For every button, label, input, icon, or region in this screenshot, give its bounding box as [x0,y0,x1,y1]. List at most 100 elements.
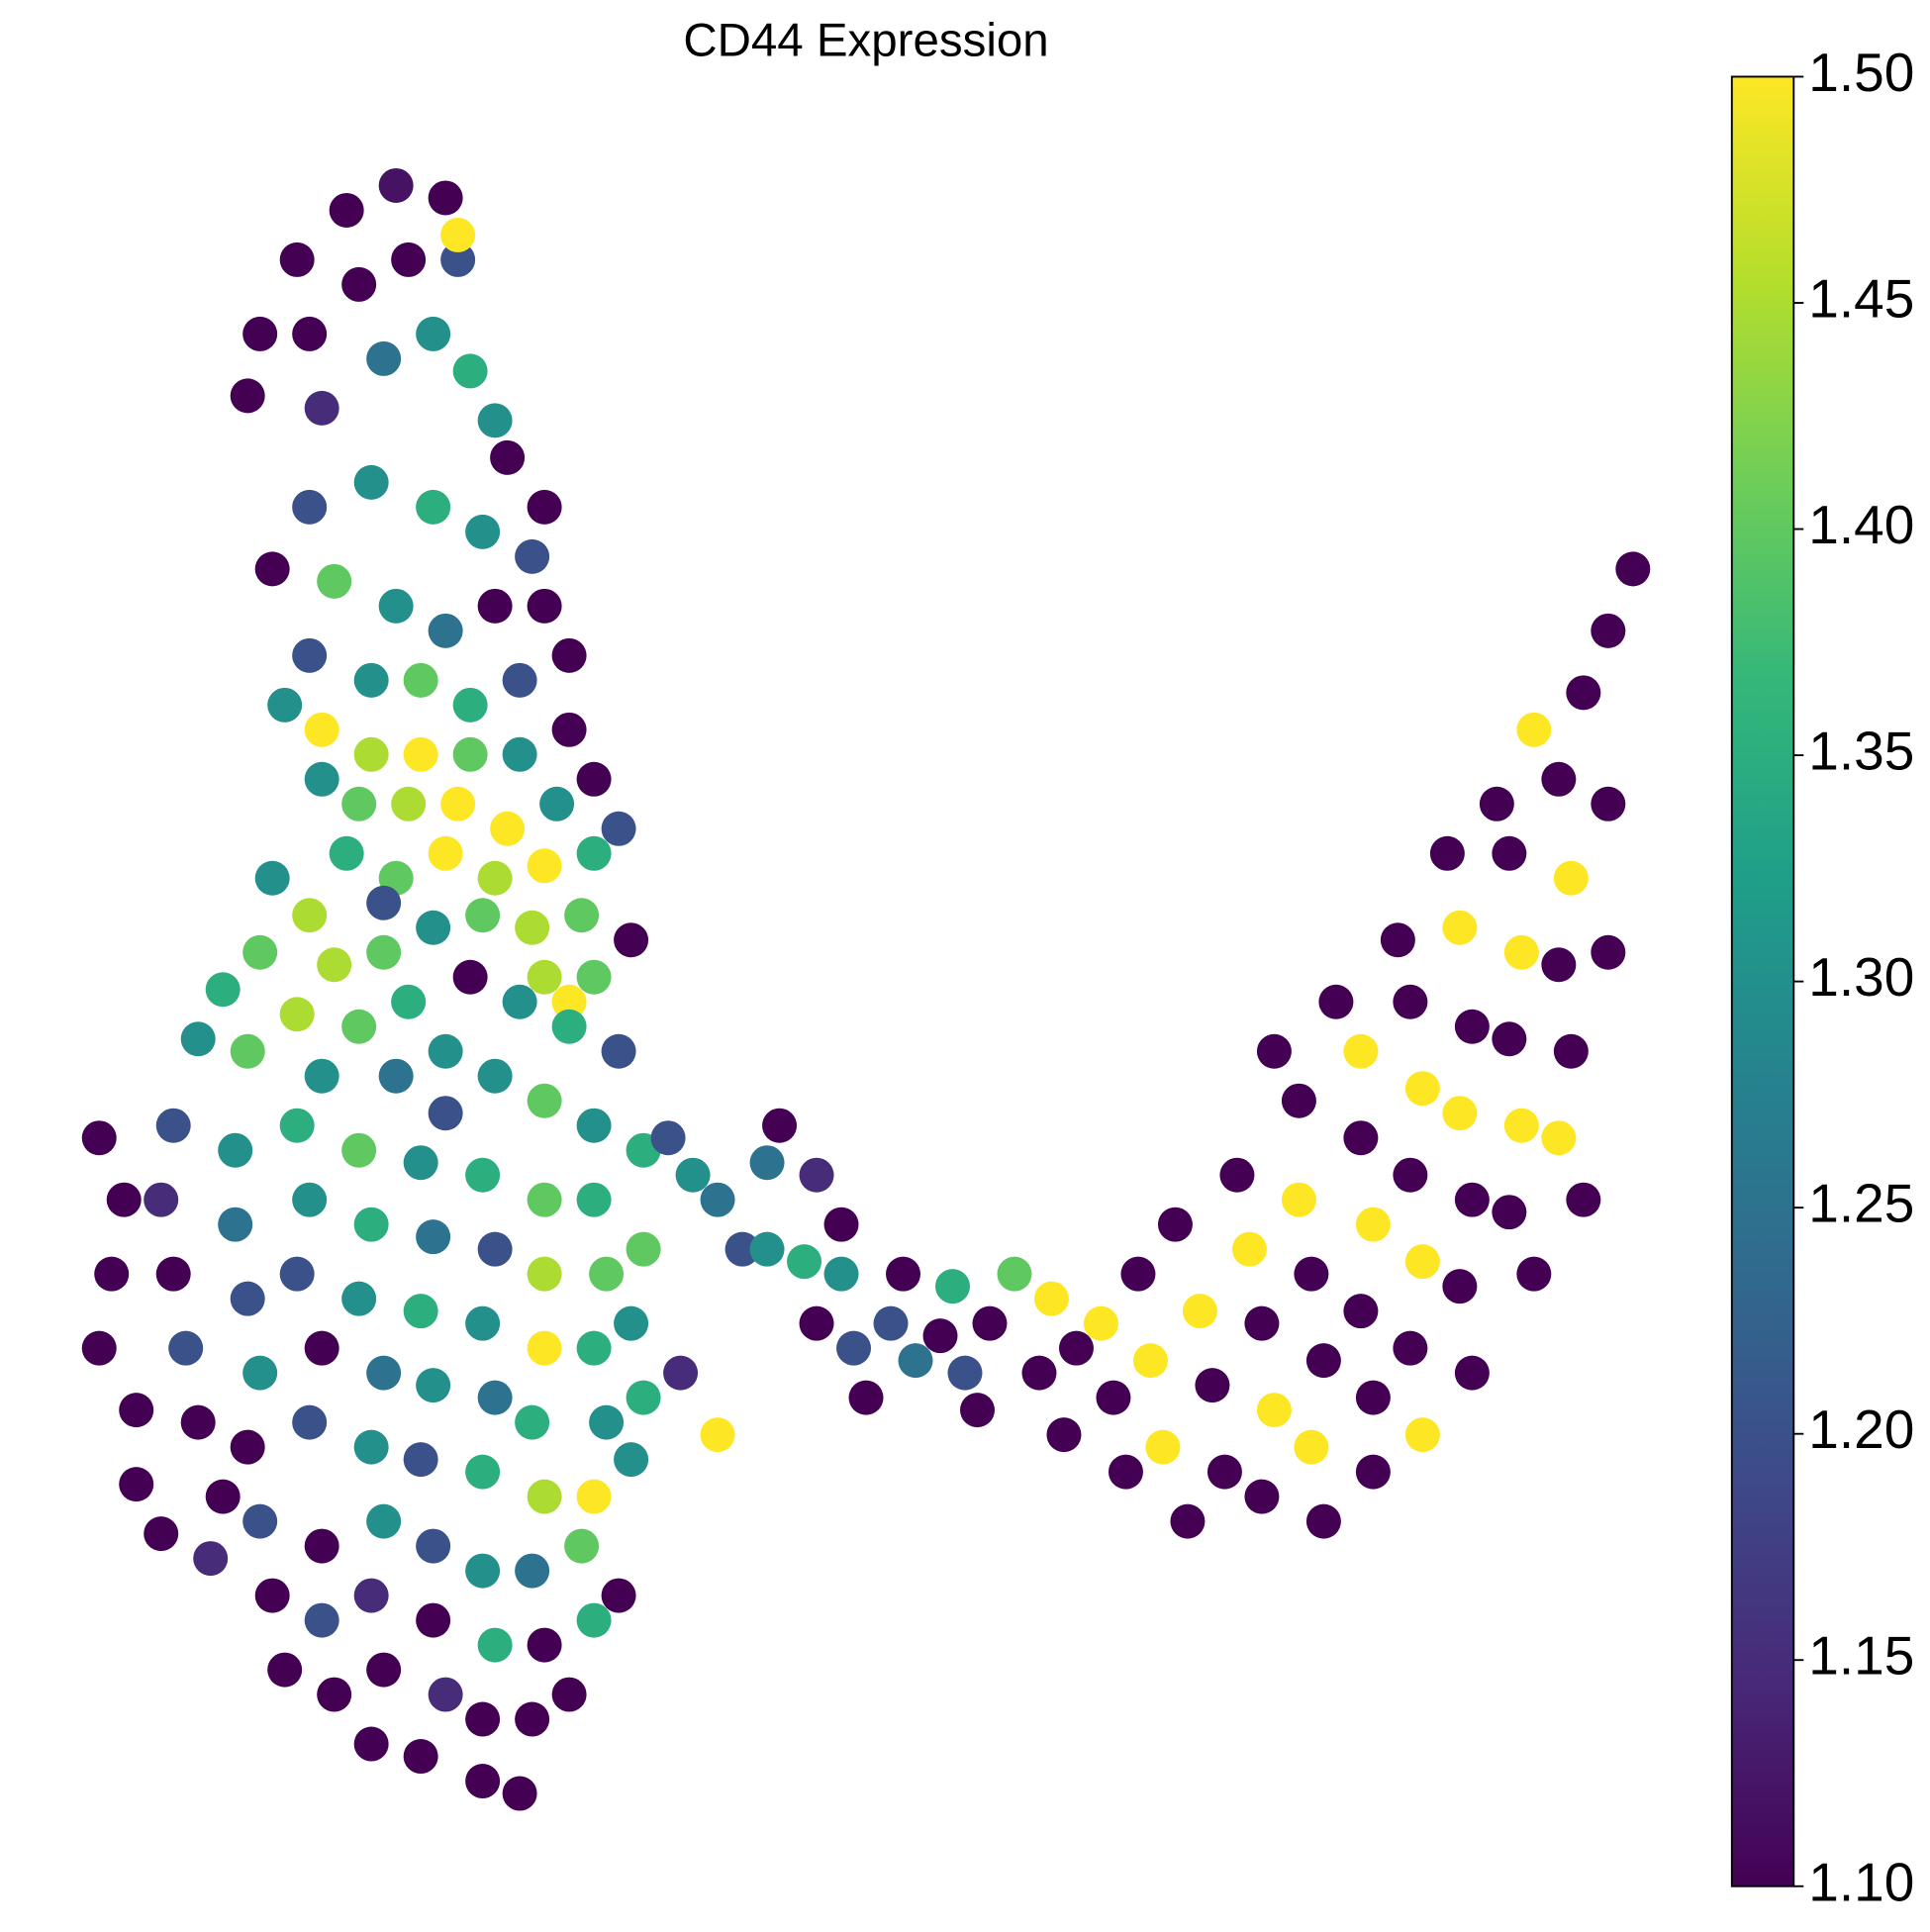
point [614,1442,649,1478]
point [267,687,303,723]
point [180,1404,216,1440]
point [502,1776,537,1811]
point [304,712,339,747]
point [119,1467,154,1502]
point [527,1256,562,1292]
point [527,1330,562,1366]
point [490,811,526,846]
point [205,1479,241,1514]
point [515,1701,550,1737]
point [1429,835,1465,871]
point [626,1380,661,1415]
point [576,1602,612,1638]
colorbar-tick-label: 1.30 [1808,946,1914,1008]
point [1442,1269,1478,1304]
point [304,1058,339,1094]
point [1046,1417,1082,1453]
point [527,1182,562,1217]
point [1454,1355,1490,1391]
point [353,1578,389,1613]
point [180,1021,216,1057]
point [304,1602,339,1638]
point [601,811,636,846]
point [1256,1393,1292,1428]
point [1318,984,1354,1019]
point [353,464,389,500]
point [1058,1330,1094,1366]
point [218,1207,253,1242]
point [1566,1182,1601,1217]
point [1355,1380,1391,1415]
point [551,1677,587,1712]
point [576,1182,612,1217]
point [972,1305,1008,1341]
point [1294,1429,1329,1465]
point [465,1764,501,1799]
point [1541,947,1577,983]
point [465,1157,501,1193]
point [1256,1033,1292,1069]
point [675,1157,711,1193]
point [898,1343,933,1379]
point [1615,551,1651,587]
point [1294,1256,1329,1292]
point [242,1355,278,1391]
point [416,1368,451,1403]
point [366,885,402,920]
point [391,984,427,1019]
point [119,1393,154,1428]
point [428,180,463,216]
point [477,1058,513,1094]
point [317,1677,352,1712]
point [230,378,265,414]
point [576,959,612,995]
point [106,1182,142,1217]
point [416,1219,451,1255]
chart-title: CD44 Expression [683,14,1048,66]
point [1182,1294,1217,1329]
point [403,1145,438,1181]
point [1591,786,1626,821]
point [465,1454,501,1490]
point [576,1479,612,1514]
point [1219,1157,1255,1193]
point [416,316,451,351]
point [749,1231,785,1267]
point [873,1305,909,1341]
point [292,637,328,673]
point [551,984,587,1019]
point [1195,1368,1230,1403]
point [551,712,587,747]
point [279,242,315,277]
colorbar-tick-label: 1.15 [1808,1625,1914,1687]
point [378,1058,414,1094]
point [329,835,364,871]
point [403,1294,438,1329]
point [539,786,575,821]
point [341,1132,377,1168]
point [416,1528,451,1564]
point [1516,712,1552,747]
point [242,1503,278,1539]
point [515,1404,550,1440]
point [341,1009,377,1044]
point [515,538,550,574]
point [1157,1207,1193,1242]
point [267,1652,303,1688]
point [452,687,488,723]
point [81,1120,117,1156]
point [428,1677,463,1712]
point [527,1479,562,1514]
point [366,934,402,970]
point [428,835,463,871]
point [403,736,438,772]
point [1305,1503,1341,1539]
point [1553,860,1589,896]
point [341,786,377,821]
point [477,588,513,624]
point [576,1330,612,1366]
point [292,489,328,525]
point [1393,1330,1428,1366]
point [304,761,339,797]
point [477,1627,513,1663]
